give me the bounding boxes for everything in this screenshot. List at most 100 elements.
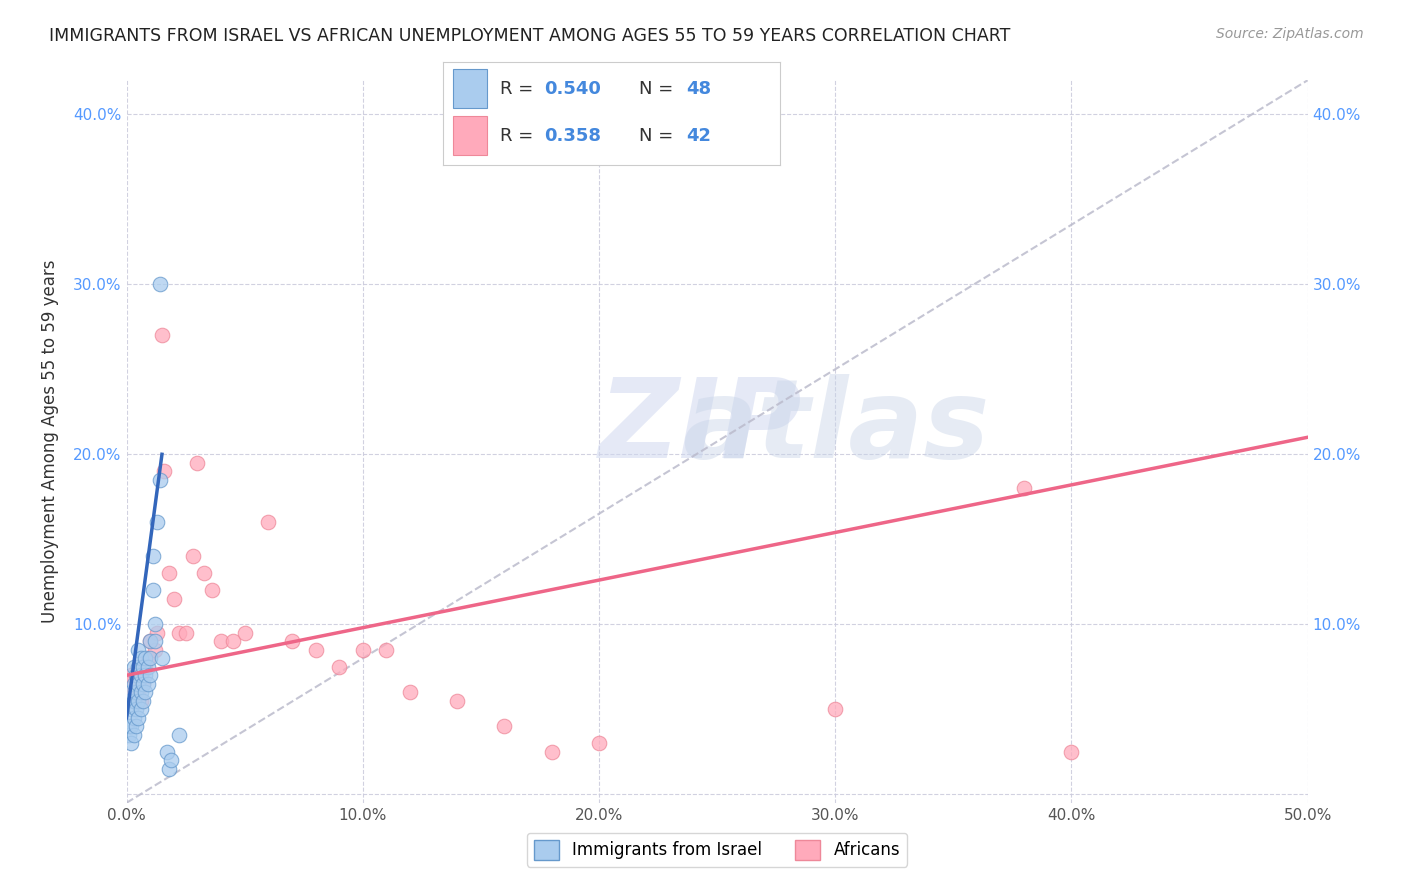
Text: N =: N = [638,80,679,98]
Point [143,642,166,657]
Point [125,719,148,733]
Point [134,668,156,682]
Point [143,634,166,648]
Point [153,464,176,478]
Point [134,660,156,674]
Point [209,634,232,648]
Point [139,634,162,648]
Y-axis label: Unemployment Among Ages 55 to 59 years: Unemployment Among Ages 55 to 59 years [41,260,59,624]
Point [157,762,180,776]
Text: atlas: atlas [682,374,988,481]
Point [125,702,148,716]
Point [375,642,398,657]
Text: 48: 48 [686,80,711,98]
Point [146,516,169,530]
Point [222,634,245,648]
Point [122,694,145,708]
Text: 0.540: 0.540 [544,80,600,98]
Text: 0.358: 0.358 [544,128,602,145]
Point [181,549,204,564]
Point [1012,481,1035,495]
Point [281,634,304,648]
Point [132,677,155,691]
Point [120,702,142,716]
Point [127,677,149,691]
Point [186,456,208,470]
Point [120,736,142,750]
Point [122,677,145,691]
Point [143,617,166,632]
Point [129,651,152,665]
Point [141,583,163,598]
Point [233,625,256,640]
Point [129,685,152,699]
Point [122,728,145,742]
Point [136,660,159,674]
Point [139,634,162,648]
Point [129,702,152,716]
Point [134,651,156,665]
Point [127,660,149,674]
Point [125,668,148,682]
Point [118,677,141,691]
Point [156,745,179,759]
Point [122,711,145,725]
Point [167,728,190,742]
Point [122,660,145,674]
Point [127,642,149,657]
Point [118,719,141,733]
Point [149,473,172,487]
Point [129,694,152,708]
Point [122,685,145,699]
Point [193,566,215,581]
Text: ZIP: ZIP [599,374,803,481]
Point [136,651,159,665]
Point [150,328,173,343]
Point [132,694,155,708]
Point [328,660,350,674]
Point [127,711,149,725]
Point [146,625,169,640]
Point [127,694,149,708]
FancyBboxPatch shape [453,69,486,108]
Point [125,668,148,682]
Point [118,728,141,742]
Point [141,549,163,564]
Point [132,660,155,674]
Legend: Immigrants from Israel, Africans: Immigrants from Israel, Africans [527,833,907,867]
Point [304,642,326,657]
Point [150,651,173,665]
FancyBboxPatch shape [453,116,486,155]
Point [167,625,190,640]
Point [127,668,149,682]
Point [149,277,172,292]
Point [118,694,141,708]
Point [139,651,162,665]
Point [494,719,516,733]
Point [163,591,186,606]
Point [120,719,142,733]
Point [160,753,183,767]
Point [139,668,162,682]
Point [127,685,149,699]
Point [446,694,468,708]
Text: 42: 42 [686,128,711,145]
Point [352,642,374,657]
Point [136,677,159,691]
Point [120,685,142,699]
Point [125,685,148,699]
Point [200,583,222,598]
Text: Source: ZipAtlas.com: Source: ZipAtlas.com [1216,27,1364,41]
Text: R =: R = [501,128,540,145]
Text: IMMIGRANTS FROM ISRAEL VS AFRICAN UNEMPLOYMENT AMONG AGES 55 TO 59 YEARS CORRELA: IMMIGRANTS FROM ISRAEL VS AFRICAN UNEMPL… [49,27,1011,45]
Point [588,736,610,750]
Point [122,694,145,708]
Text: R =: R = [501,80,540,98]
Point [125,685,148,699]
Point [174,625,197,640]
Point [1060,745,1083,759]
Point [399,685,422,699]
Point [120,668,142,682]
Point [132,677,155,691]
Point [157,566,180,581]
